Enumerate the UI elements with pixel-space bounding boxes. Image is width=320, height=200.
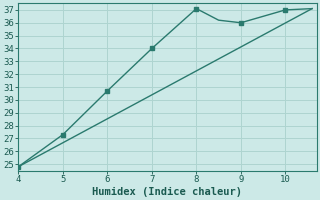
X-axis label: Humidex (Indice chaleur): Humidex (Indice chaleur) [92,186,243,197]
